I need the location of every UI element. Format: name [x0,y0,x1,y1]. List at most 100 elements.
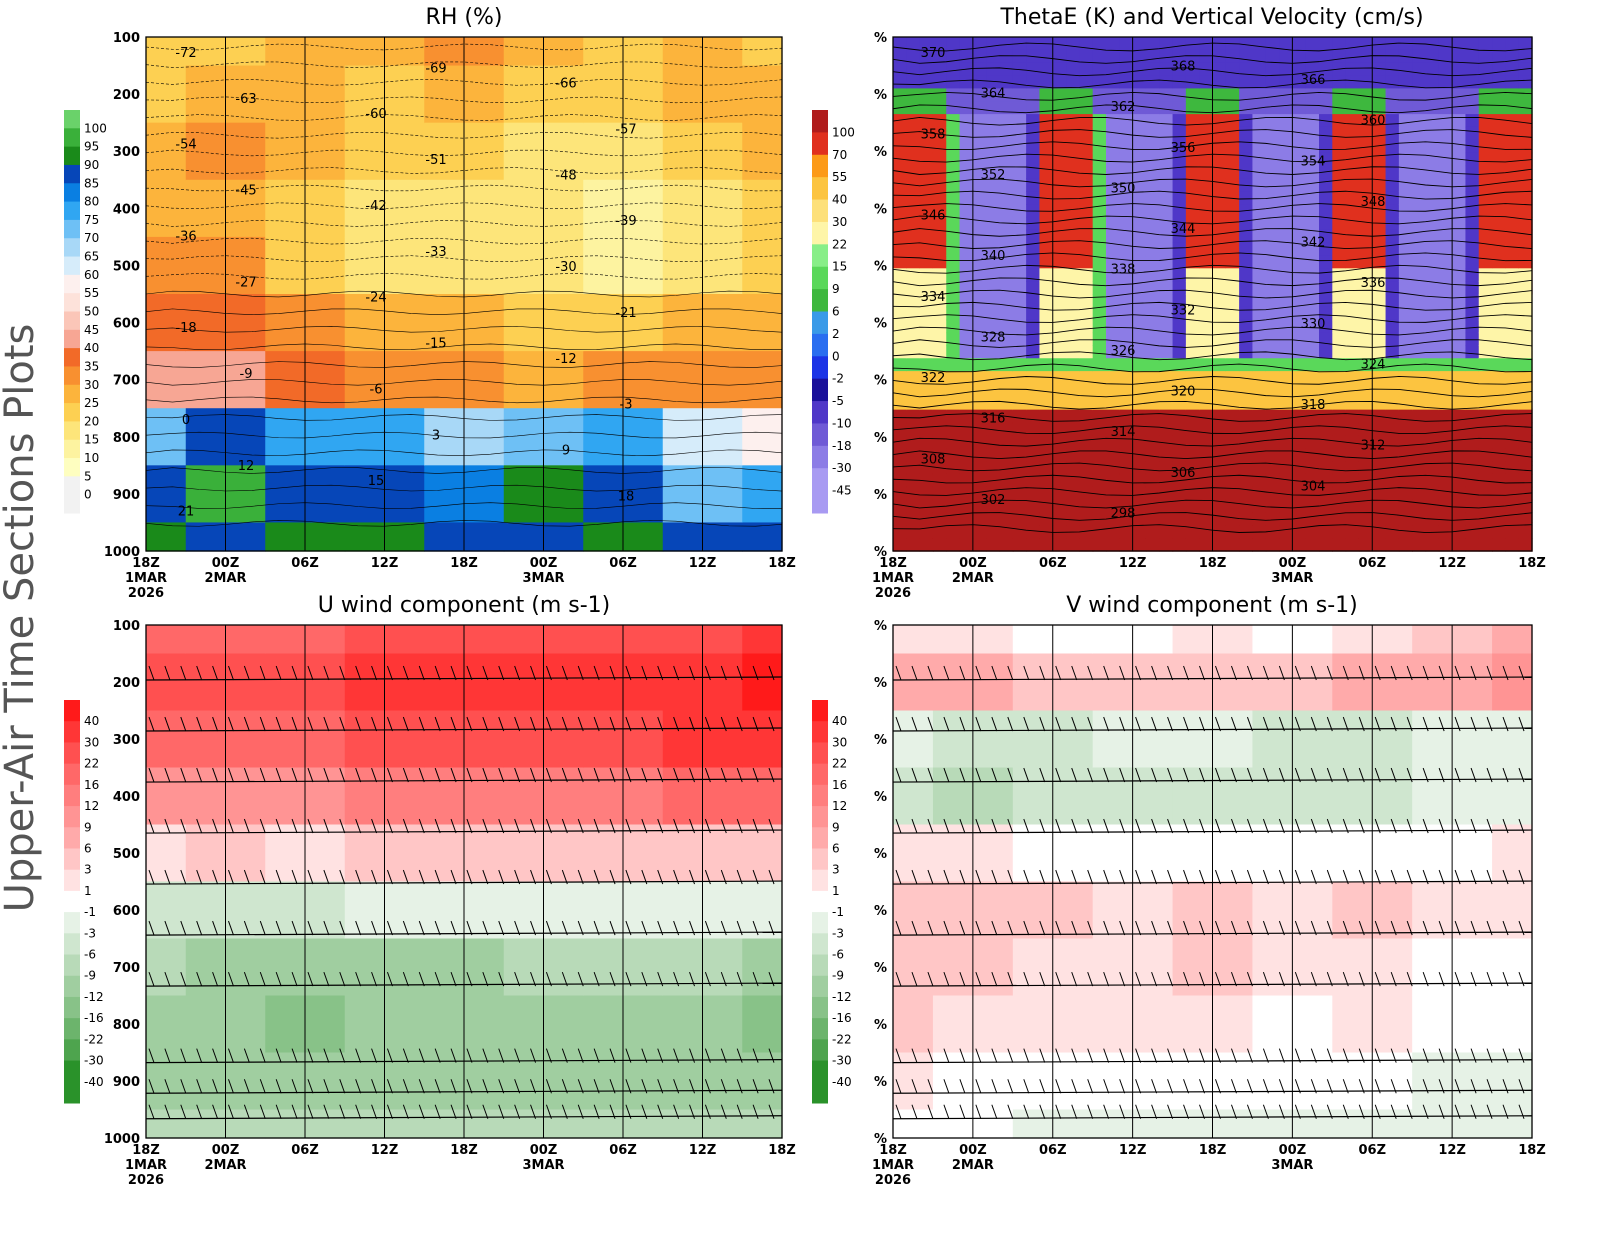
wind-barb [1119,920,1126,936]
contour-line [892,376,1533,385]
heatmap-cell [972,255,987,269]
heatmap-cell [1452,242,1467,257]
wind-barb [1406,920,1413,936]
heatmap-cell [1372,152,1387,167]
heatmap-cell [1398,383,1413,398]
wind-barb [243,716,250,732]
contour-label: -45 [235,184,256,199]
heatmap-cell [1185,345,1200,359]
x-tick-label: 12Z [371,1143,399,1158]
wind-barb [1422,767,1429,783]
wind-barb [371,1104,378,1119]
heatmap-cell [1026,396,1041,411]
y-tick-label: % [874,374,887,389]
heatmap-cell [1345,345,1360,359]
wind-barb [148,665,155,681]
heatmap-cell [1252,191,1267,205]
wind-barb [1342,971,1349,987]
heatmap-cell [1079,448,1094,462]
wind-barb [975,1104,982,1119]
wind-barb [1023,716,1030,732]
heatmap-cell [1385,499,1400,514]
heatmap-cell [1345,525,1360,539]
heatmap-cell [1199,422,1214,436]
wind-barb [1230,920,1237,936]
contour-line [145,202,783,209]
heatmap-cell [1265,499,1280,514]
heatmap-cell [1478,396,1493,411]
heatmap-cell [1145,114,1160,128]
heatmap-cell [1159,165,1174,179]
heatmap-cell [986,152,1001,167]
heatmap-cell [1039,62,1054,77]
heatmap-cell [1478,229,1493,244]
heatmap-cell [1185,538,1200,552]
heatmap-cell [1212,75,1227,89]
heatmap-cell [1398,88,1413,102]
wind-barb [148,716,155,732]
heatmap-cell [1465,499,1480,514]
wind-barb [1470,1104,1477,1119]
heatmap-cell [1478,383,1493,398]
heatmap-cell [1305,178,1320,192]
wind-barb [434,767,441,783]
wind-barb [1390,1048,1397,1063]
wind-barb [704,920,711,936]
heatmap-cell [1492,178,1506,192]
x-tick-label: 18Z [768,1143,796,1158]
heatmap-cell [1119,345,1134,359]
heatmap-cell [946,37,961,51]
heatmap-cell [1079,319,1094,334]
heatmap-cell [1332,114,1347,128]
heatmap-cell [1505,204,1520,218]
heatmap-cell [999,49,1014,64]
heatmap-cell [1279,435,1293,449]
colorbar-label: 100 [832,125,855,139]
heatmap-cell [1385,473,1400,488]
heatmap-cell [959,75,974,89]
heatmap-cell [1412,75,1427,89]
contour-line [892,524,1533,533]
wind-barb [911,818,918,834]
wind-barb [959,869,966,885]
heatmap-cell [1265,75,1280,89]
heatmap-cell [1478,358,1493,372]
wind-barb [1278,665,1285,681]
heatmap-cell [1265,268,1280,282]
wind-barb [673,920,680,936]
colorbar-swatch [812,177,828,201]
wind-barb [1151,716,1158,732]
wind-barb [1039,767,1046,783]
wind-barb [339,665,346,681]
heatmap-cell [1079,358,1094,372]
heatmap-cell [893,881,934,940]
wind-barb [228,869,234,885]
wind-barb [1390,767,1397,783]
wind-barb [1023,1104,1030,1119]
heatmap-cell [932,62,947,77]
heatmap-cell [1465,37,1480,51]
heatmap-cell [1358,101,1373,115]
wind-barb [1326,920,1333,936]
wind-barb [355,716,362,732]
heatmap-cell [906,409,921,424]
wind-barb [1486,869,1493,885]
heatmap-cell [1039,281,1054,295]
heatmap-cell [1159,139,1174,154]
heatmap-cell [1332,538,1347,552]
wind-barb [1438,971,1445,987]
heatmap-cell [1225,281,1240,295]
wind-barb [1087,716,1094,732]
heatmap-cell [1225,242,1240,257]
wind-barb [689,920,695,936]
heatmap-cell [986,383,1001,398]
heatmap-cell [1119,114,1134,128]
heatmap-cell [1332,255,1347,269]
colorbar-swatch [64,403,80,422]
heatmap-cell [1185,255,1200,269]
x-date-label: 1MAR [872,1158,914,1173]
heatmap-cell [1145,435,1160,449]
heatmap-cell [959,499,974,514]
wind-barb [1119,818,1126,834]
